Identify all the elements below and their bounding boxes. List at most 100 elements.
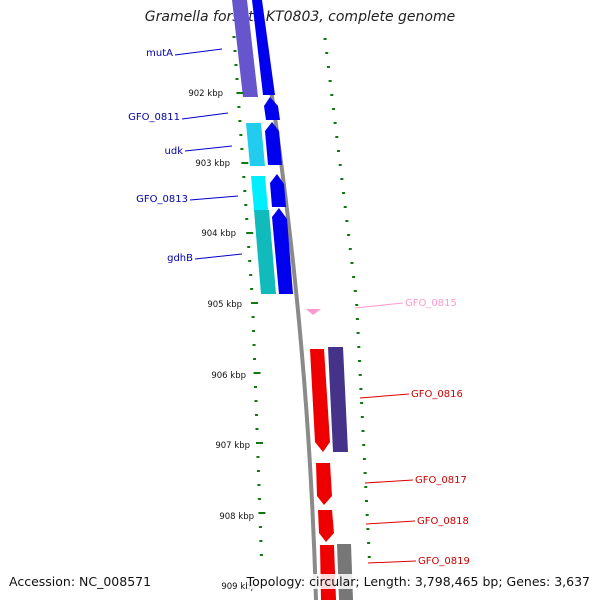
- minor-tick: [358, 374, 362, 376]
- rna-arrow: [306, 309, 321, 315]
- minor-tick: [365, 514, 369, 516]
- minor-tick: [360, 416, 364, 418]
- minor-tick: [256, 456, 260, 458]
- cog-block: [246, 123, 265, 166]
- minor-tick: [362, 458, 366, 460]
- minor-tick: [337, 150, 340, 152]
- minor-tick: [361, 430, 365, 432]
- gene-label[interactable]: GFO_0815: [405, 298, 457, 309]
- minor-tick: [350, 262, 354, 264]
- minor-tick: [357, 346, 361, 348]
- gene-label-lines: [174, 48, 417, 564]
- minor-tick: [257, 498, 261, 500]
- cog-block: [232, 0, 258, 97]
- gene-label[interactable]: mutA: [146, 48, 173, 59]
- leader-line: [364, 479, 414, 484]
- minor-tick: [331, 108, 335, 110]
- minor-tick: [250, 288, 254, 290]
- minor-tick: [345, 220, 349, 222]
- reverse-cds-track: [306, 309, 336, 600]
- minor-tick: [237, 106, 241, 108]
- gene-label[interactable]: GFO_0811: [128, 112, 180, 123]
- leader-line: [359, 393, 410, 399]
- minor-tick: [358, 360, 361, 362]
- minor-tick: [255, 428, 259, 430]
- minor-tick: [338, 164, 342, 166]
- cds-arrow: [265, 122, 282, 165]
- minor-tick: [362, 444, 366, 446]
- gene-label[interactable]: GFO_0813: [136, 194, 188, 205]
- position-labels: 902 kbp 903 kbp 904 kbp 905 kbp 906 kbp …: [188, 89, 256, 592]
- minor-tick: [252, 344, 256, 346]
- minor-tick: [366, 528, 370, 530]
- leader-line: [194, 253, 243, 260]
- position-label: 903 kbp: [195, 159, 230, 169]
- gene-label[interactable]: GFO_0817: [415, 475, 467, 486]
- minor-tick: [333, 122, 337, 124]
- minor-tick: [244, 204, 248, 206]
- minor-tick: [348, 248, 352, 250]
- minor-tick: [251, 316, 255, 318]
- minor-tick: [253, 358, 257, 360]
- gene-label[interactable]: GFO_0816: [411, 389, 463, 400]
- forward-cds-track: [252, 0, 293, 294]
- minor-tick: [248, 260, 252, 262]
- gene-label[interactable]: GFO_0819: [418, 556, 470, 567]
- gene-label[interactable]: GFO_0818: [417, 516, 469, 527]
- gene-label[interactable]: udk: [165, 146, 184, 157]
- major-tick: [246, 232, 254, 234]
- minor-tick: [352, 276, 356, 278]
- cds-arrow: [264, 97, 280, 120]
- minor-tick: [363, 472, 367, 474]
- major-tick: [253, 372, 261, 374]
- position-label: 908 kbp: [219, 512, 254, 522]
- minor-tick: [347, 234, 351, 236]
- minor-tick: [353, 290, 357, 292]
- position-label: 905 kbp: [207, 300, 242, 310]
- leader-line: [354, 302, 404, 309]
- minor-tick: [356, 332, 360, 334]
- leader-line: [189, 195, 239, 201]
- minor-tick: [360, 402, 364, 404]
- minor-tick: [355, 304, 359, 306]
- cds-arrow: [320, 545, 336, 600]
- minor-tick: [235, 78, 239, 80]
- minor-tick: [367, 542, 371, 544]
- leader-line: [367, 560, 417, 564]
- minor-tick: [323, 38, 327, 40]
- minor-tick: [257, 484, 261, 486]
- minor-tick: [258, 526, 262, 528]
- minor-tick: [240, 148, 244, 150]
- minor-tick: [259, 554, 263, 556]
- minor-tick: [343, 206, 347, 208]
- position-label: 902 kbp: [188, 89, 223, 99]
- major-tick: [251, 302, 259, 304]
- leader-line: [184, 145, 233, 152]
- cds-arrow: [310, 349, 330, 452]
- gene-label[interactable]: gdhB: [167, 253, 193, 264]
- cog-block: [254, 210, 276, 294]
- minor-tick: [342, 192, 346, 194]
- minor-tick: [233, 50, 237, 52]
- minor-tick: [365, 500, 368, 502]
- minor-tick: [243, 190, 247, 192]
- minor-tick: [239, 134, 243, 136]
- minor-tick: [232, 36, 236, 38]
- position-label: 906 kbp: [211, 371, 246, 381]
- minor-tick: [367, 556, 371, 558]
- minor-tick: [326, 66, 330, 68]
- minor-tick: [359, 388, 363, 390]
- minor-tick: [242, 176, 246, 178]
- cog-block: [251, 176, 268, 210]
- leader-line: [174, 48, 223, 56]
- leader-line: [181, 112, 229, 120]
- cog-track: [232, 0, 276, 294]
- position-label: 904 kbp: [201, 229, 236, 239]
- major-tick: [258, 512, 266, 514]
- minor-tick: [247, 246, 251, 248]
- cog-block: [328, 347, 348, 452]
- minor-tick: [340, 178, 344, 180]
- minor-tick: [335, 136, 339, 138]
- cds-arrow: [270, 174, 286, 207]
